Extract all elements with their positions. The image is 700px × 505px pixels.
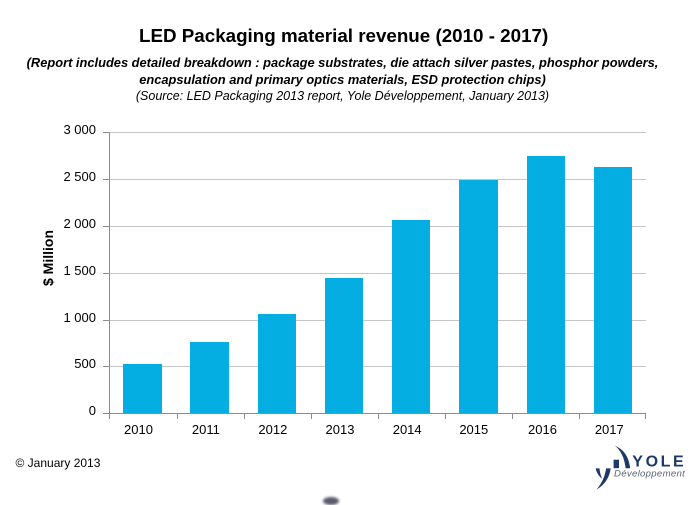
svg-text:Développement: Développement: [614, 469, 685, 480]
svg-text:YOLE: YOLE: [632, 454, 686, 471]
